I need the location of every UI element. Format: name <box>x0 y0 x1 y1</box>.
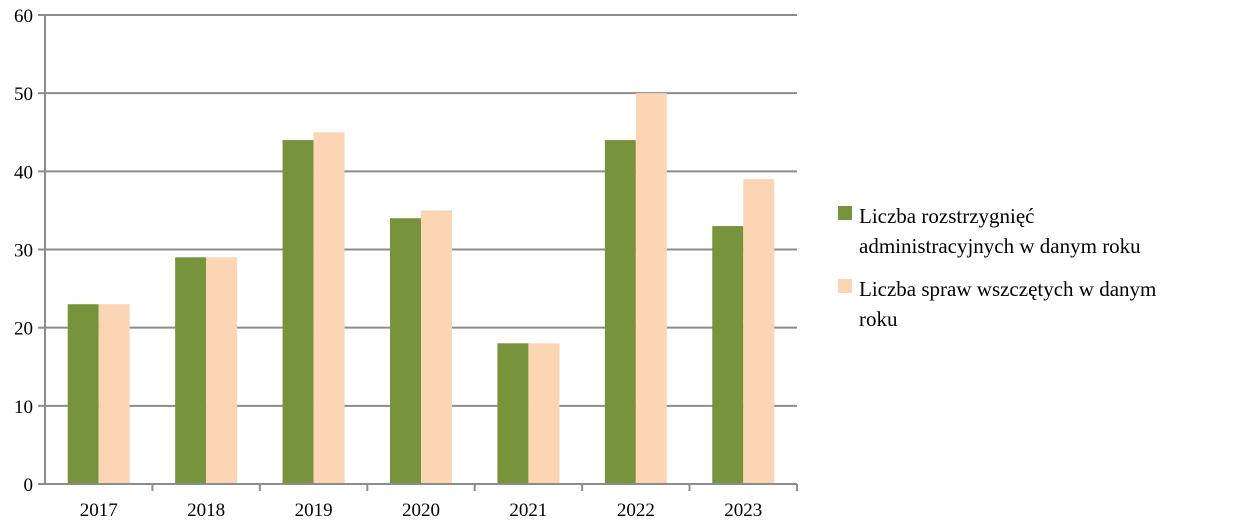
legend-swatch-series-1 <box>838 206 852 220</box>
y-tick-label: 60 <box>14 6 33 27</box>
y-tick-label: 40 <box>14 162 33 183</box>
bar-2023-series-2 <box>743 179 775 484</box>
bars <box>67 93 775 485</box>
bar-2021-series-1 <box>497 343 529 484</box>
y-tick-label: 0 <box>24 475 34 496</box>
legend-label-series-1: Liczba rozstrzygnięć <box>859 204 1035 228</box>
y-tick-label: 50 <box>14 84 33 105</box>
legend-label-series-2: Liczba spraw wszczętych w danym <box>859 277 1156 301</box>
y-axis-tick-labels: 0 10 20 30 40 50 60 <box>14 6 33 496</box>
bar-2023-series-1 <box>712 226 744 485</box>
x-tick-label-2020: 2020 <box>402 500 440 521</box>
x-tick-label-2017: 2017 <box>80 500 118 521</box>
bar-2019-series-1 <box>282 140 314 485</box>
bar-2022-series-1 <box>604 140 636 485</box>
x-tick-label-2018: 2018 <box>187 500 225 521</box>
bar-2020-series-1 <box>390 218 421 484</box>
y-tick-label: 20 <box>14 319 33 340</box>
bar-2022-series-2 <box>635 93 667 485</box>
x-tick-label-2023: 2023 <box>724 500 762 521</box>
x-tick-label-2021: 2021 <box>509 500 547 521</box>
legend-swatch-series-2 <box>838 279 852 293</box>
y-tick-label: 30 <box>14 241 33 262</box>
x-axis-tick-labels: 2017 2018 2019 2020 2021 2022 2023 <box>80 500 763 521</box>
y-tick-label: 10 <box>14 397 33 418</box>
x-tick-label-2022: 2022 <box>617 500 655 521</box>
legend-label-series-1: administracyjnych w danym roku <box>859 234 1141 258</box>
x-tick-label-2019: 2019 <box>295 500 333 521</box>
bar-2018-series-2 <box>206 257 238 484</box>
bar-2020-series-2 <box>421 210 452 484</box>
bar-2017-series-2 <box>98 304 130 484</box>
legend-label-series-2: roku <box>859 307 898 331</box>
legend: Liczba rozstrzygnięć administracyjnych w … <box>838 204 1156 331</box>
bar-2017-series-1 <box>67 304 99 484</box>
bar-2021-series-2 <box>528 343 560 484</box>
bar-2018-series-1 <box>175 257 207 484</box>
axes <box>38 14 798 491</box>
bar-2019-series-2 <box>313 132 345 484</box>
